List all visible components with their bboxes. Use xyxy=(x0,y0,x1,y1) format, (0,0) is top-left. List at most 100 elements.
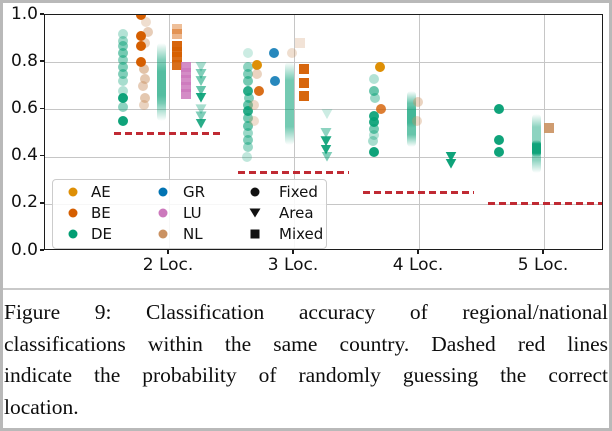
point-NL-circle xyxy=(140,92,150,103)
point-DE-triangle xyxy=(195,85,207,96)
legend-nl-circle-icon xyxy=(158,229,168,239)
point-DE-triangle xyxy=(195,76,207,87)
legend-label: GR xyxy=(183,183,206,201)
y-tick-label: 1.0 xyxy=(10,3,38,24)
y-axis-tick xyxy=(40,249,44,251)
point-DE-circle xyxy=(243,120,253,131)
point-DE-circle xyxy=(118,47,128,58)
point-DE-circle xyxy=(242,151,252,162)
point-BE-circle xyxy=(376,104,386,115)
point-NL-square xyxy=(295,38,305,49)
point-BE-circle xyxy=(136,40,146,51)
caption-line: location. xyxy=(4,394,79,419)
y-tick-label: 0.6 xyxy=(10,97,38,118)
point-BE-square xyxy=(172,40,182,51)
caption-line: indicate the probability of randomly gue… xyxy=(4,363,608,387)
legend-ae-circle-icon xyxy=(68,187,78,197)
legend-label: Fixed xyxy=(279,183,318,201)
x-tick-label: 4 Loc. xyxy=(392,255,444,275)
y-tick-label: 0.2 xyxy=(10,192,38,213)
caption-line: Figure 9: Classification accuracy of reg… xyxy=(4,300,608,324)
point-DE-circle xyxy=(118,116,128,127)
y-tick-label: 0.8 xyxy=(10,50,38,71)
point-DE-circle xyxy=(118,28,128,39)
point-DE-circle xyxy=(243,135,253,146)
x-tick-label: 5 Loc. xyxy=(517,255,569,275)
point-AE-circle xyxy=(252,59,262,70)
point-DE-circle xyxy=(118,61,128,72)
point-DE-circle xyxy=(243,128,253,138)
point-DE-circle xyxy=(243,61,253,72)
point-DE-circle xyxy=(118,92,128,103)
chance-line xyxy=(363,190,474,194)
point-GR-circle xyxy=(270,76,280,87)
point-NL-circle xyxy=(141,17,151,28)
point-DE-circle xyxy=(369,124,379,135)
point-DE-circle xyxy=(244,92,254,103)
point-NL-circle xyxy=(413,97,423,108)
point-DE-triangle xyxy=(321,151,333,162)
x-axis-tick xyxy=(292,250,294,254)
figure-caption: Figure 9: Classification accuracy of reg… xyxy=(4,297,608,423)
chart-legend: AE BE DE GR LU NL Fixed Area Mixed xyxy=(52,179,327,249)
y-axis-tick xyxy=(40,154,44,157)
point-DE-triangle xyxy=(195,118,207,129)
point-LU-square xyxy=(181,67,191,78)
point-DE-circle xyxy=(243,76,253,87)
data-band-DE xyxy=(156,43,166,122)
point-BE-square xyxy=(172,46,182,57)
legend-be-circle-icon xyxy=(68,208,78,218)
point-DE-circle xyxy=(118,69,128,79)
y-axis-tick xyxy=(40,13,44,15)
data-band-DE xyxy=(406,104,416,129)
y-tick-label: 0.4 xyxy=(10,145,38,166)
point-DE-triangle xyxy=(195,104,207,115)
point-DE-circle xyxy=(118,76,128,87)
point-NL-circle xyxy=(249,99,259,110)
figure-9-chart: 0.0 0.2 0.4 0.6 0.8 1.0 2 Loc. 3 Loc. 4 Loc. 5 Lo… xyxy=(10,3,603,275)
gridline-horizontal xyxy=(45,109,602,111)
point-DE-triangle xyxy=(195,61,207,72)
point-DE-triangle xyxy=(320,144,332,155)
legend-label: Mixed xyxy=(279,225,324,243)
point-DE-circle xyxy=(494,135,504,146)
point-DE-triangle xyxy=(321,109,333,120)
chance-line xyxy=(488,202,602,206)
point-BE-square xyxy=(172,59,182,70)
legend-lu-circle-icon xyxy=(158,208,168,218)
point-NL-circle xyxy=(139,99,149,110)
point-DE-circle xyxy=(118,54,128,65)
x-tick-label: 2 Loc. xyxy=(142,255,194,275)
point-LU-square xyxy=(181,81,191,92)
point-BE-square xyxy=(299,91,309,102)
point-DE-triangle xyxy=(195,69,207,79)
x-axis-tick xyxy=(167,250,169,254)
point-NL-circle xyxy=(139,64,149,75)
chance-line xyxy=(114,131,224,135)
point-BE-circle xyxy=(136,31,146,42)
point-GR-circle xyxy=(269,47,279,58)
point-NL-circle xyxy=(138,80,148,91)
point-LU-square xyxy=(181,74,191,85)
x-axis-tick xyxy=(542,250,544,254)
point-DE-circle xyxy=(118,85,128,96)
point-DE-circle xyxy=(369,73,379,84)
point-DE-circle xyxy=(118,102,128,113)
point-BE-circle xyxy=(136,57,146,68)
point-BE-square xyxy=(172,52,182,63)
point-NL-circle xyxy=(287,47,297,58)
y-axis-tick xyxy=(40,60,44,62)
point-DE-circle xyxy=(243,105,253,116)
x-axis-tick xyxy=(417,250,419,254)
gridline-vertical xyxy=(294,15,295,249)
point-DE-circle xyxy=(369,146,379,157)
legend-de-circle-icon xyxy=(68,229,78,239)
point-NL-circle xyxy=(252,69,262,79)
point-LU-square xyxy=(181,89,191,100)
point-DE-triangle xyxy=(195,92,207,103)
point-BE-square xyxy=(172,28,182,39)
gridline-horizontal xyxy=(45,156,602,158)
data-band-DE xyxy=(284,62,294,145)
legend-label: DE xyxy=(91,225,113,243)
